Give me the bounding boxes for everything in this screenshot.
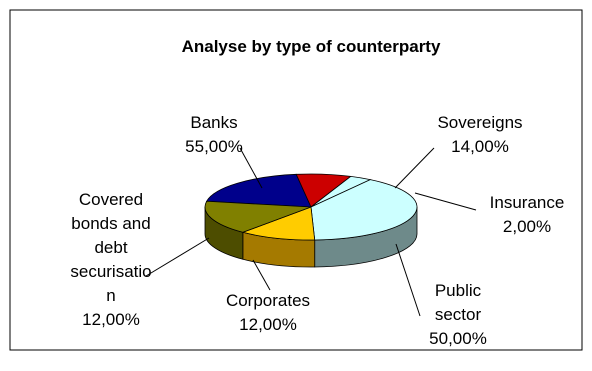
slice-label-line: Banks [190,113,237,132]
leader-line-1 [394,147,435,189]
leader-lines [145,147,477,317]
slice-label-2: Insurance 2,00% [490,193,565,236]
pie-slice-5 [204,200,312,233]
slice-labels: Banks 55,00% Sovereigns 14,00% Insurance 2,00… [70,113,564,348]
leader-line-5 [145,237,210,277]
leader-line-2 [414,192,477,211]
leader-line-0 [239,147,263,189]
pie-slice-0 [205,173,312,208]
slice-label-4: Corporates 12,00% [226,291,310,334]
slice-label-0: Banks 55,00% [185,113,243,156]
slice-label-line: Public [435,281,482,300]
pie-top-slices [204,173,418,241]
slice-label-line: debt [94,238,127,257]
slice-label-line: 12,00% [82,310,140,329]
slice-label-line: 50,00% [429,329,487,348]
leader-line-3 [395,243,421,317]
slice-label-line: Insurance [490,193,565,212]
slice-label-line: Sovereigns [437,113,522,132]
chart-title: Analyse by type of counterparty [182,37,441,56]
pie-slice-4 [241,206,316,241]
slice-label-line: n [106,286,115,305]
slice-label-line: 12,00% [239,315,297,334]
pie-slice-3 [310,179,418,241]
leader-line-4 [252,259,271,291]
slice-label-line: 2,00% [503,217,551,236]
slice-label-line: 14,00% [451,137,509,156]
slice-label-1: Sovereigns 14,00% [437,113,522,156]
slice-label-line: Corporates [226,291,310,310]
slice-label-line: Covered [79,190,143,209]
slice-label-line: securisatio [70,262,151,281]
slice-label-line: bonds and [71,214,150,233]
slice-label-5: Covered bonds and debt securisatio n 12,00% [70,190,151,329]
slice-label-line: 55,00% [185,137,243,156]
slice-label-3: Public sector 50,00% [429,281,487,348]
slice-label-line: sector [435,305,482,324]
